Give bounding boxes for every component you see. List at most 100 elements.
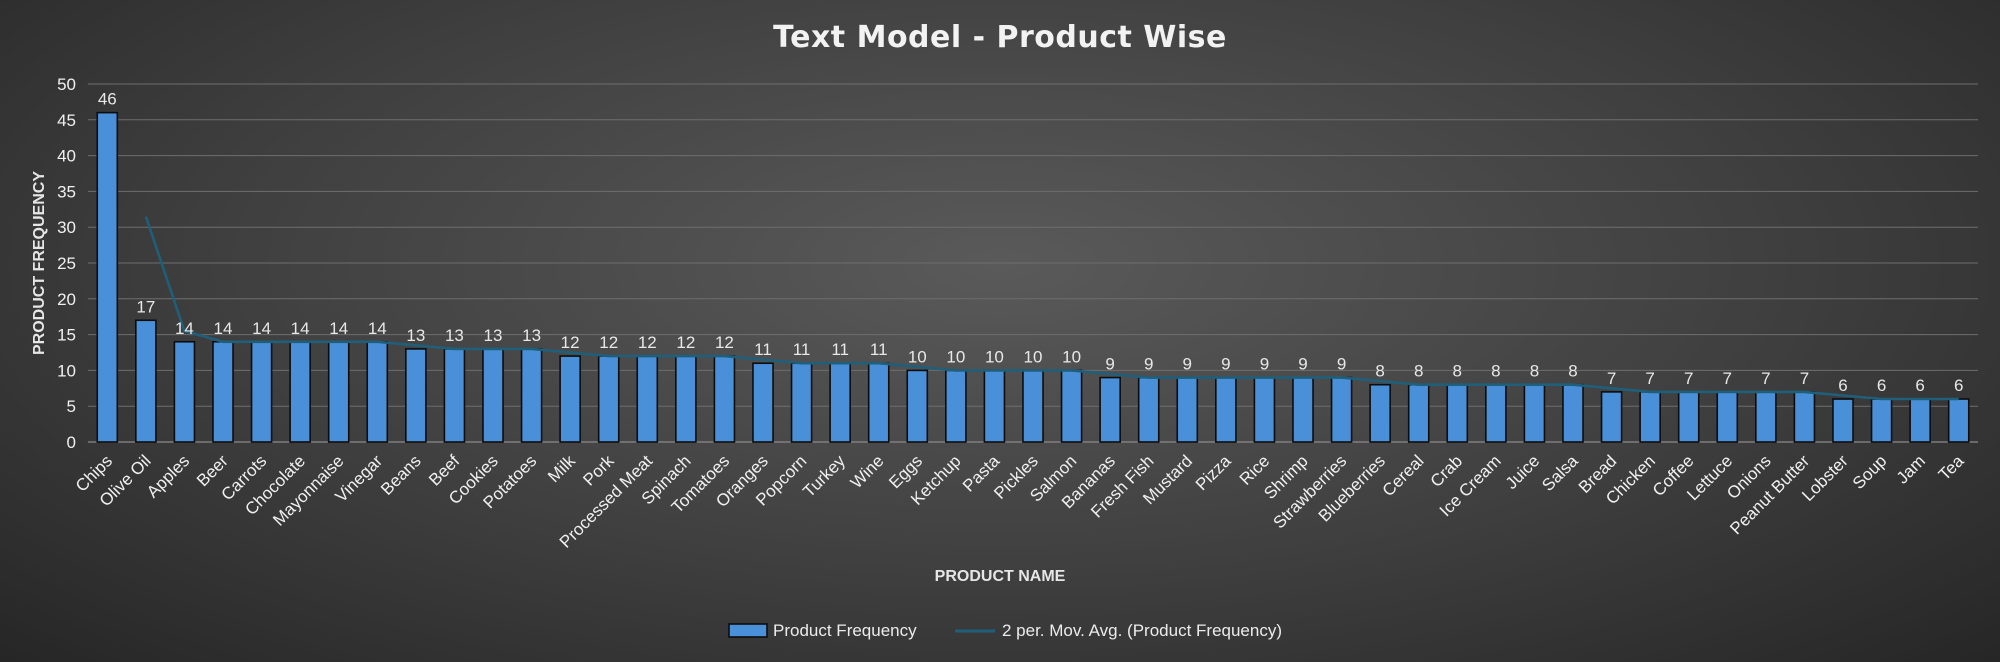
bar: [713, 355, 736, 443]
bar: [1407, 383, 1430, 443]
bar: [1369, 383, 1391, 443]
data-label: 7: [1684, 369, 1693, 388]
data-label: 7: [1607, 369, 1616, 388]
x-tick-label: Apples: [143, 451, 193, 501]
chart-title: Text Model - Product Wise: [773, 20, 1227, 55]
bar: [289, 340, 311, 443]
data-label: 14: [214, 319, 233, 338]
data-label: 12: [561, 333, 580, 352]
bar: [1947, 398, 1970, 443]
x-tick-label: Beans: [377, 451, 425, 499]
x-tick-label: Cereal: [1379, 451, 1428, 500]
data-label: 17: [136, 297, 155, 316]
data-label: 7: [1761, 369, 1770, 388]
bar: [1523, 383, 1546, 443]
bar: [1446, 383, 1469, 443]
bar: [1060, 369, 1083, 443]
x-tick-label: Jam: [1893, 451, 1929, 487]
data-label: 10: [908, 347, 927, 366]
data-label: 14: [252, 319, 271, 338]
data-label: 14: [329, 319, 348, 338]
bar: [1022, 369, 1044, 443]
y-tick-label: 5: [67, 397, 76, 416]
data-label: 8: [1530, 362, 1539, 381]
data-label: 7: [1723, 369, 1732, 388]
data-label: 6: [1954, 376, 1963, 395]
x-tick-label: Tea: [1935, 451, 1968, 484]
data-label: 14: [291, 319, 310, 338]
bar: [790, 362, 813, 443]
data-label: 46: [98, 90, 117, 109]
bar: [559, 355, 581, 443]
data-label: 6: [1915, 376, 1924, 395]
bar: [1292, 376, 1314, 443]
data-label: 12: [715, 333, 734, 352]
bar: [1485, 383, 1507, 443]
bar: [1562, 383, 1584, 443]
bar: [867, 362, 890, 443]
bar: [482, 348, 504, 443]
data-label: 13: [445, 326, 464, 345]
data-label: 9: [1337, 355, 1346, 374]
y-tick-label: 30: [57, 218, 76, 237]
bar: [443, 348, 466, 443]
y-axis-title: PRODUCT FREQUENCY: [31, 171, 48, 355]
bar: [1716, 391, 1739, 443]
bar: [636, 355, 659, 443]
x-tick-label: Salsa: [1538, 451, 1582, 495]
bar: [173, 340, 196, 443]
bar: [327, 340, 350, 443]
x-axis-title: PRODUCT NAME: [935, 568, 1066, 585]
gridlines: [88, 83, 1978, 443]
y-tick-label: 45: [57, 111, 76, 130]
bar: [945, 369, 967, 443]
bar: [96, 111, 119, 443]
bar: [1330, 376, 1353, 443]
data-label: 9: [1298, 355, 1307, 374]
data-label: 13: [522, 326, 541, 345]
y-tick-label: 50: [57, 75, 76, 94]
y-tick-label: 35: [57, 182, 76, 201]
x-tick-label: Juice: [1502, 451, 1543, 492]
legend-bar-swatch: [728, 623, 768, 638]
legend-bar-label: Product Frequency: [773, 621, 917, 640]
x-tick-label: Pizza: [1192, 451, 1235, 494]
data-label: 10: [946, 347, 965, 366]
bar: [752, 362, 774, 443]
bar: [1639, 391, 1661, 443]
data-label: 9: [1260, 355, 1269, 374]
data-label: 11: [793, 340, 811, 359]
data-label: 11: [831, 340, 849, 359]
bar: [1832, 398, 1854, 443]
y-tick-label: 0: [67, 433, 76, 452]
data-labels: 46 17 14 14 14 14 14 14 13 13 13 13 12 12 12 12 12 11 11 11…: [98, 90, 1964, 395]
bar: [829, 362, 851, 443]
bar: [1253, 376, 1276, 443]
data-label: 8: [1453, 362, 1462, 381]
data-label: 12: [676, 333, 695, 352]
data-label: 7: [1645, 369, 1654, 388]
bar: [906, 369, 929, 443]
bar: [1793, 391, 1816, 443]
bar: [675, 355, 697, 443]
bar: [983, 369, 1006, 443]
data-label: 14: [175, 319, 194, 338]
data-label: 13: [484, 326, 503, 345]
bar: [1137, 376, 1160, 443]
bar: [1099, 376, 1121, 443]
bar: [1176, 376, 1199, 443]
data-label: 8: [1491, 362, 1500, 381]
x-tick-label: Soup: [1849, 451, 1891, 493]
data-label: 12: [599, 333, 618, 352]
y-axis-ticks: 0 5 10 15 20 25 30 35 40 45 50: [57, 75, 76, 452]
data-label: 14: [368, 319, 387, 338]
bar: [597, 355, 620, 443]
bar: [250, 340, 273, 443]
data-label: 9: [1183, 355, 1192, 374]
y-tick-label: 40: [57, 147, 76, 166]
data-label: 9: [1221, 355, 1230, 374]
legend: Product Frequency 2 per. Mov. Avg. (Prod…: [728, 621, 1282, 640]
data-label: 11: [754, 340, 772, 359]
data-label: 6: [1877, 376, 1886, 395]
